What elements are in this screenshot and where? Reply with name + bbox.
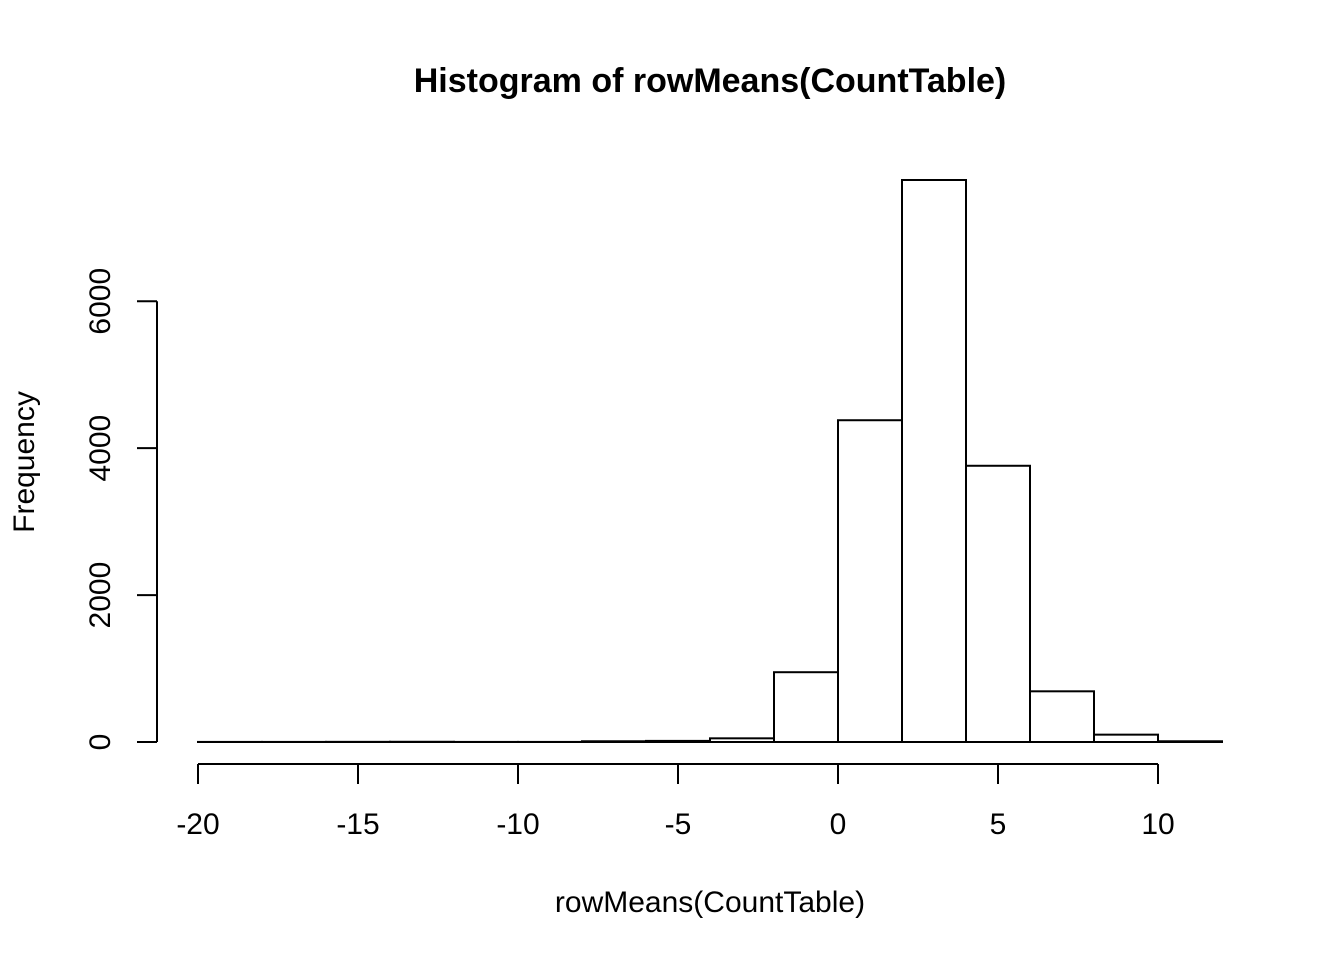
x-tick-label: -20 — [176, 808, 219, 841]
y-tick-label: 6000 — [84, 268, 117, 335]
x-tick-label: -15 — [336, 808, 379, 841]
x-tick-label: -5 — [665, 808, 692, 841]
x-tick-label: 0 — [830, 808, 847, 841]
x-tick-label: 10 — [1141, 808, 1174, 841]
histogram-bar — [837, 419, 903, 743]
histogram-bar — [1029, 690, 1095, 744]
histogram-bar — [1093, 733, 1159, 743]
histogram-bar — [773, 671, 839, 744]
y-tick-label: 2000 — [84, 562, 117, 629]
y-tick-label: 0 — [84, 734, 117, 751]
x-axis: -20 -15 -10 -5 0 5 10 — [176, 763, 1175, 841]
y-axis: 0 2000 4000 6000 — [84, 268, 158, 751]
histogram-bar — [901, 179, 967, 743]
y-axis-label: Frequency — [8, 391, 41, 533]
y-tick-label: 4000 — [84, 415, 117, 482]
x-axis-label: rowMeans(CountTable) — [555, 886, 865, 919]
bars-group — [197, 179, 1223, 744]
histogram-bar — [965, 464, 1031, 743]
x-tick-label: 5 — [990, 808, 1007, 841]
chart-title: Histogram of rowMeans(CountTable) — [414, 62, 1007, 100]
x-tick-label: -10 — [496, 808, 539, 841]
